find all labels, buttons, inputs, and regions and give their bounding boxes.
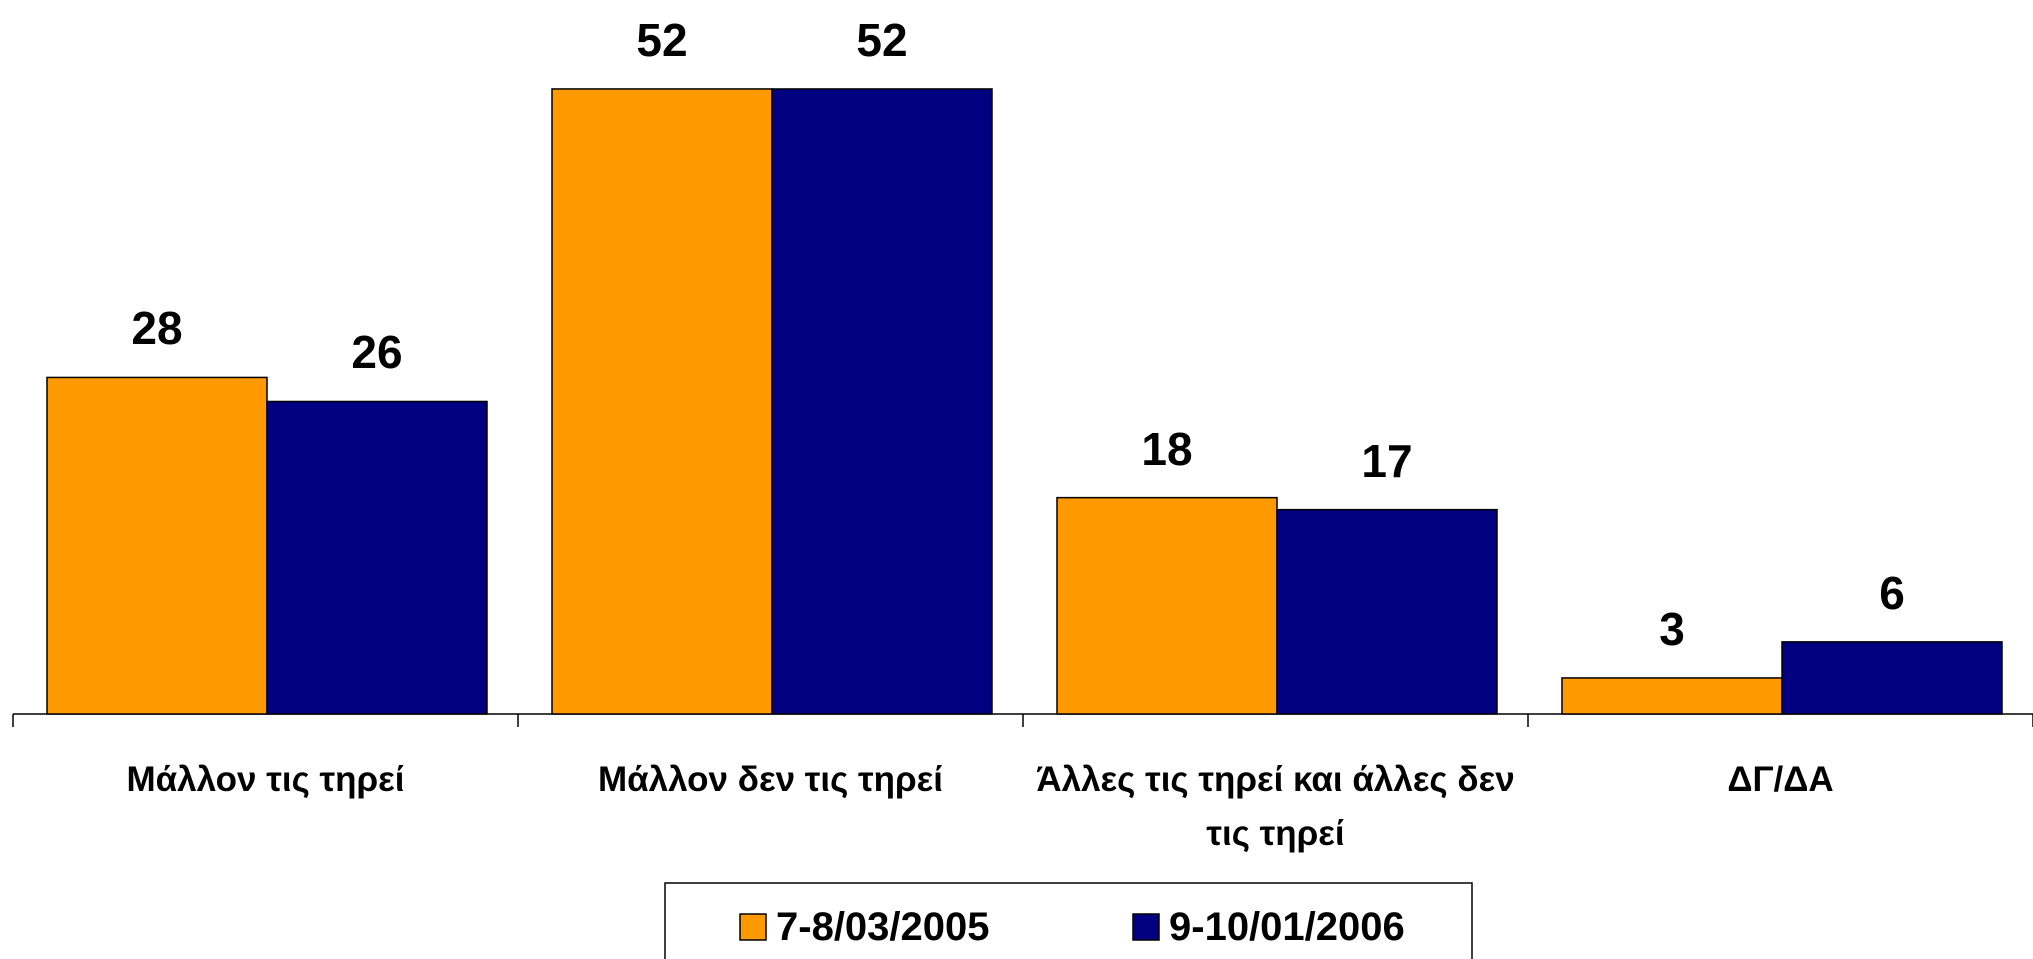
bar xyxy=(266,400,488,715)
bar xyxy=(1276,508,1498,715)
x-tick-label: ΔΓ/ΔΑ xyxy=(1727,760,1834,799)
bar xyxy=(1056,496,1278,715)
legend-label: 9-10/01/2006 xyxy=(1169,905,1405,949)
data-label: 52 xyxy=(636,13,688,66)
data-label: 17 xyxy=(1361,434,1413,487)
x-tick-label: Άλλες τις τηρεί και άλλες δεν τις τηρεί xyxy=(1036,760,1515,853)
x-tick-label: Μάλλον δεν τις τηρεί xyxy=(597,760,944,799)
x-tick-label: Μάλλον τις τηρεί xyxy=(126,760,405,799)
bar xyxy=(46,376,268,715)
bar xyxy=(771,88,993,715)
bar xyxy=(551,88,773,715)
data-label: 18 xyxy=(1141,422,1193,475)
data-label: 6 xyxy=(1879,566,1905,619)
legend-swatch xyxy=(739,913,767,941)
bar xyxy=(1561,677,1783,715)
data-label: 3 xyxy=(1659,602,1685,655)
data-label: 26 xyxy=(351,326,403,379)
legend-label: 7-8/03/2005 xyxy=(776,905,990,949)
data-label: 28 xyxy=(131,302,183,355)
legend-swatch xyxy=(1132,913,1160,941)
data-label: 52 xyxy=(856,13,908,66)
legend-box xyxy=(664,882,1473,959)
bar xyxy=(1781,641,2003,715)
